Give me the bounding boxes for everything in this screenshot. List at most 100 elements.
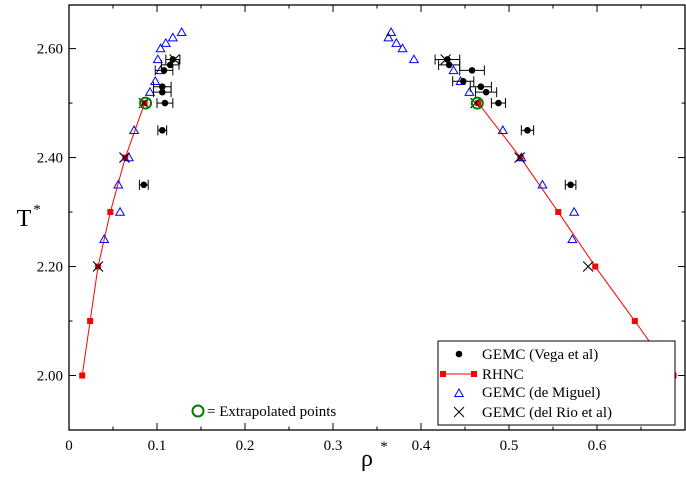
rhnc-point xyxy=(517,154,524,161)
del-rio-stroke xyxy=(582,261,594,272)
de-miguel-point xyxy=(464,86,475,96)
de-miguel-point xyxy=(497,125,509,135)
de-miguel-point xyxy=(537,179,548,189)
legend-marker-square xyxy=(471,371,477,377)
extrapolated-point xyxy=(139,96,153,110)
de-miguel-point xyxy=(150,75,161,85)
legend-label-rhnc: RHNC xyxy=(482,367,524,383)
extrapolated-point xyxy=(470,96,484,110)
vega-point xyxy=(158,88,166,96)
del-rio-point xyxy=(92,261,104,272)
legend-item-vega: GEMC (Vega et al) xyxy=(455,347,598,363)
vega-point xyxy=(468,67,476,74)
extrapolated-note: = Extrapolated points xyxy=(191,404,336,420)
rhnc-point xyxy=(122,154,129,161)
legend-label-de-miguel: GEMC (de Miguel) xyxy=(482,385,600,401)
series-layer xyxy=(79,26,677,379)
vega-point xyxy=(161,99,169,107)
de-miguel-point xyxy=(152,54,164,64)
de-miguel-point xyxy=(567,233,578,243)
y-axis-label: T xyxy=(17,206,32,232)
x-tick-label: 0.1 xyxy=(148,438,167,454)
y-tick-label: 2.40 xyxy=(37,151,63,167)
extrapolated-note-marker xyxy=(191,404,205,418)
de-miguel-point xyxy=(167,32,179,42)
extrapolated-note-label: = Extrapolated points xyxy=(207,404,336,420)
rhnc-point xyxy=(141,100,148,107)
de-miguel-point xyxy=(99,233,110,243)
x-axis-title: ρ * xyxy=(361,439,388,472)
vega-point xyxy=(459,77,467,85)
legend-item-del-rio: GEMC (del Rio et al) xyxy=(453,405,612,421)
x-tick-label: 0.2 xyxy=(236,438,255,454)
de-miguel-point xyxy=(160,37,171,47)
x-axis-label: ρ xyxy=(361,446,373,472)
de-miguel-point xyxy=(176,26,187,36)
plot-frame xyxy=(68,4,686,431)
rhnc-point xyxy=(475,100,482,107)
vega-point xyxy=(445,61,453,69)
y-tick-label: 2.00 xyxy=(37,369,63,385)
rhnc-point xyxy=(555,209,562,216)
del-rio-stroke xyxy=(169,54,180,65)
vega-point xyxy=(169,56,177,63)
rhnc-point xyxy=(592,263,599,270)
vega-point xyxy=(482,88,490,96)
x-tick-label: 0 xyxy=(65,438,73,454)
vega-point xyxy=(158,127,166,134)
legend: GEMC (Vega et al) RHNC GEMC (de Miguel) … xyxy=(437,340,676,426)
legend-marker-x xyxy=(453,406,465,418)
legend-item-rhnc: RHNC xyxy=(440,367,524,383)
y-tick-label: 2.20 xyxy=(37,260,63,276)
de-miguel-point xyxy=(128,125,140,135)
tick-layer: 0 0.1 0.2 0.3 0.4 0.5 0.6 2.00 2.20 2.40 2.60 xyxy=(37,5,685,454)
legend-item-de-miguel: GEMC (de Miguel) xyxy=(453,385,600,401)
del-rio-point xyxy=(440,54,452,65)
legend-marker-square xyxy=(440,371,446,377)
rhnc-point xyxy=(87,318,94,325)
legend-marker-triangle xyxy=(453,387,465,397)
vega-point xyxy=(477,83,485,91)
rhnc-point xyxy=(107,209,114,216)
x-tick-label: 0.4 xyxy=(412,438,431,454)
y-tick-label: 2.60 xyxy=(37,42,63,58)
vega-point xyxy=(158,83,166,91)
de-miguel-point xyxy=(408,54,420,64)
rhnc-point xyxy=(631,318,638,325)
de-miguel-point xyxy=(568,206,580,216)
de-miguel-point xyxy=(397,43,408,53)
de-miguel-point xyxy=(114,206,126,216)
del-rio-point xyxy=(169,54,180,65)
vega-point xyxy=(140,181,148,189)
de-miguel-point xyxy=(155,43,166,53)
del-rio-point xyxy=(514,152,525,163)
vega-point xyxy=(495,99,502,107)
de-miguel-point xyxy=(448,65,459,75)
del-rio-stroke xyxy=(92,261,104,272)
de-miguel-point xyxy=(391,37,402,47)
vega-point xyxy=(166,61,174,69)
rhnc-point xyxy=(79,372,86,379)
rhnc-curve xyxy=(477,102,674,376)
del-rio-stroke xyxy=(440,54,452,65)
x-axis-label-superscript: * xyxy=(380,439,388,455)
rhnc-curve xyxy=(81,102,146,376)
x-tick-label: 0.5 xyxy=(500,438,519,454)
x-tick-label: 0.6 xyxy=(588,438,607,454)
del-rio-stroke xyxy=(514,152,525,163)
x-tick-label: 0.3 xyxy=(324,438,343,454)
de-miguel-point xyxy=(113,179,124,189)
vega-point xyxy=(444,56,451,63)
del-rio-stroke xyxy=(119,152,130,163)
legend-box xyxy=(437,340,676,426)
y-axis-title: T * xyxy=(17,202,41,232)
y-axis-label-superscript: * xyxy=(33,202,41,218)
de-miguel-point xyxy=(385,26,397,36)
vega-point xyxy=(160,67,168,74)
del-rio-point xyxy=(119,152,130,163)
de-miguel-point xyxy=(123,152,135,162)
de-miguel-point xyxy=(383,32,394,42)
vega-point xyxy=(524,127,531,134)
legend-marker-filled-circle xyxy=(455,350,463,358)
